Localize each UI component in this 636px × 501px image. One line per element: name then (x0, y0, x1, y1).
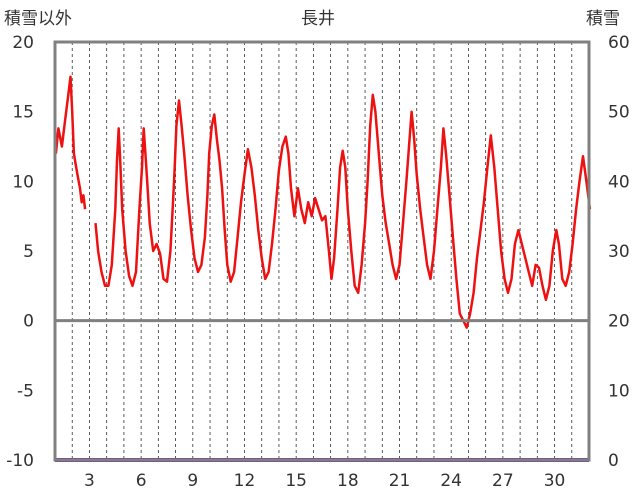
temperature-line (94, 93, 592, 329)
right-axis-label: 積雪 (586, 9, 620, 29)
x-tick-label: 24 (440, 471, 462, 491)
right-tick-label: 40 (608, 172, 630, 192)
plot-frame (53, 40, 591, 462)
right-tick-label: 0 (608, 451, 619, 471)
left-tick-label: 20 (12, 33, 34, 53)
x-tick-label: 30 (544, 471, 566, 491)
left-axis-label: 積雪以外 (4, 9, 72, 29)
right-tick-label: 50 (608, 103, 630, 123)
vertical-gridlines (71, 42, 573, 460)
x-tick-label: 9 (187, 471, 198, 491)
right-tick-label: 20 (608, 312, 630, 332)
left-tick-label: 10 (12, 172, 34, 192)
x-tick-label: 3 (84, 471, 95, 491)
plot-border (53, 40, 591, 462)
left-tick-label: -5 (17, 381, 34, 401)
x-tick-label: 6 (136, 471, 147, 491)
x-tick-label: 12 (234, 471, 256, 491)
left-tick-label: 0 (23, 312, 34, 332)
right-tick-label: 30 (608, 242, 630, 262)
temperature-line (54, 75, 87, 210)
x-tick-label: 15 (285, 471, 307, 491)
left-tick-label: 15 (12, 103, 34, 123)
right-tick-label: 60 (608, 33, 630, 53)
x-tick-label: 18 (337, 471, 359, 491)
temperature-series (54, 75, 592, 329)
left-tick-label: -10 (6, 451, 34, 471)
left-tick-label: 5 (23, 242, 34, 262)
x-tick-label: 21 (389, 471, 411, 491)
right-tick-label: 10 (608, 381, 630, 401)
x-tick-label: 27 (492, 471, 514, 491)
chart-title: 長井 (301, 9, 335, 29)
